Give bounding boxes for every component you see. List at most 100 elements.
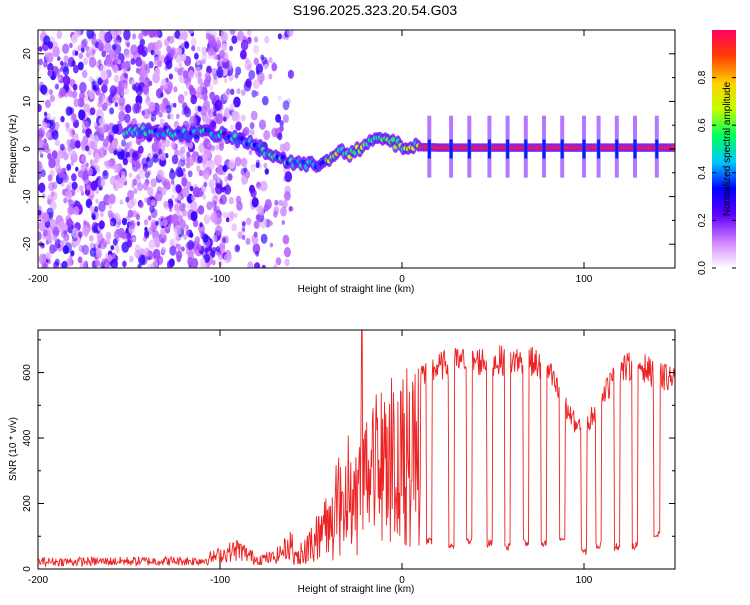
spectrogram-cell: [164, 153, 169, 159]
spectrogram-cell: [109, 85, 118, 96]
spectrogram-cell: [187, 170, 193, 178]
spectrogram-cell: [123, 48, 131, 59]
spectrogram-cell: [182, 70, 189, 79]
spectrogram-cell: [128, 172, 133, 178]
spectrogram-cell: [633, 139, 637, 159]
spectrogram-cell: [113, 149, 118, 156]
spectrogram-cell: [288, 206, 293, 212]
spectrogram-cell: [181, 177, 188, 187]
spectrogram-cell: [51, 191, 58, 201]
snr-ticks: -200 -100 0 100 0 200 400 600: [22, 330, 675, 586]
spectrogram-cell: [180, 42, 185, 49]
spectrogram-cell: [243, 80, 252, 92]
spectrogram-cell: [241, 234, 246, 240]
spectrogram-cell: [130, 44, 138, 56]
spectrogram-cell: [68, 199, 74, 208]
spectrogram-cell: [135, 94, 143, 105]
spectrogram-cell: [47, 62, 54, 73]
colorbar-tick-label: 0.2: [697, 213, 708, 227]
spectrogram-cell: [43, 138, 47, 144]
spectrogram-cell: [79, 261, 87, 268]
spectrogram-cell: [161, 78, 167, 88]
spectrogram-cell: [524, 139, 528, 159]
spectrogram-cell: [131, 84, 137, 91]
spectrogram-cell: [46, 122, 51, 128]
spectrogram-cell: [159, 118, 165, 126]
spectrogram-cell: [282, 114, 289, 123]
spectrogram-cell: [39, 153, 44, 158]
spectrogram-cell: [188, 84, 194, 93]
spectrogram-cell: [212, 234, 218, 243]
spectrogram-cell: [112, 64, 119, 73]
spectrogram-cell: [89, 247, 97, 257]
spectrogram-cell: [202, 194, 206, 200]
spectrogram-cell: [106, 238, 111, 245]
spectrogram-cell: [253, 220, 260, 230]
spectrogram-cell: [40, 84, 48, 95]
spectrogram-cell: [277, 132, 283, 141]
spectrogram-cell: [236, 201, 243, 211]
spectrogram-cell: [102, 169, 109, 180]
spectrogram-cell: [273, 264, 278, 268]
spectrogram-cell: [192, 186, 200, 198]
spectrogram-cell: [152, 260, 159, 268]
spectrogram-cell: [244, 57, 250, 64]
spectrogram-cell: [215, 144, 220, 151]
spectrogram-cell: [170, 141, 176, 149]
spectrogram-cell: [264, 168, 269, 175]
spectrogram-cell: [229, 30, 236, 35]
spectrogram-cell: [253, 231, 258, 238]
spectrogram-cell: [241, 221, 246, 227]
spectrogram-cell: [213, 103, 220, 112]
spectrogram-x-tick-label: -200: [28, 274, 48, 285]
snr-frame: [37, 329, 676, 570]
spectrogram-cell: [89, 133, 94, 141]
spectrogram-cell: [286, 30, 294, 37]
spectrogram-cell: [159, 85, 164, 91]
spectrogram-cell: [207, 159, 215, 171]
spectrogram-cell: [224, 176, 229, 183]
spectrogram-cell: [213, 73, 218, 80]
spectrogram-cell: [80, 190, 85, 196]
spectrogram-cell: [94, 206, 99, 213]
spectrogram-cell: [127, 209, 134, 218]
spectrogram-cell: [91, 37, 97, 46]
spectrogram-cell: [103, 161, 108, 166]
spectrogram-cell: [92, 49, 96, 55]
spectrogram-cell: [283, 247, 291, 258]
spectrogram-cell: [119, 199, 124, 205]
spectrogram-cell: [187, 155, 195, 166]
spectrogram-cell: [175, 209, 179, 215]
spectrogram-cell: [123, 61, 130, 70]
spectrogram-cell: [38, 135, 42, 142]
spectrogram-cell: [62, 43, 70, 54]
spectrogram-cell: [101, 83, 108, 94]
spectrogram-cell: [83, 57, 89, 65]
spectrogram-cell: [51, 41, 58, 51]
spectrogram-cell: [251, 197, 259, 208]
spectrogram-cell: [145, 97, 151, 106]
spectrogram-cell: [183, 233, 188, 240]
spectrogram-cell: [74, 140, 81, 149]
spectrogram-cell: [209, 91, 216, 101]
spectrogram-cell: [132, 236, 136, 242]
spectrogram-cell: [132, 178, 138, 186]
spectrogram-cell: [55, 164, 62, 174]
spectrogram-cell: [141, 30, 149, 37]
spectrogram-cell: [248, 69, 256, 80]
spectrogram-cell: [168, 73, 173, 80]
spectrogram-cell: [177, 244, 182, 251]
spectrogram-cell: [65, 106, 73, 116]
spectrogram-cell: [255, 214, 260, 221]
spectrogram-cell: [128, 219, 136, 230]
spectrogram-cell: [48, 259, 52, 265]
spectrogram-cell: [237, 231, 243, 239]
spectrogram-cell: [143, 219, 149, 226]
spectrogram-cell: [247, 63, 251, 70]
spectrogram-cell: [284, 258, 290, 267]
spectrogram-cell: [231, 223, 237, 232]
spectrogram-cell: [162, 180, 168, 188]
spectrogram-cell: [187, 256, 194, 266]
spectrogram-cell: [65, 126, 71, 133]
spectrogram-cell: [97, 243, 102, 249]
